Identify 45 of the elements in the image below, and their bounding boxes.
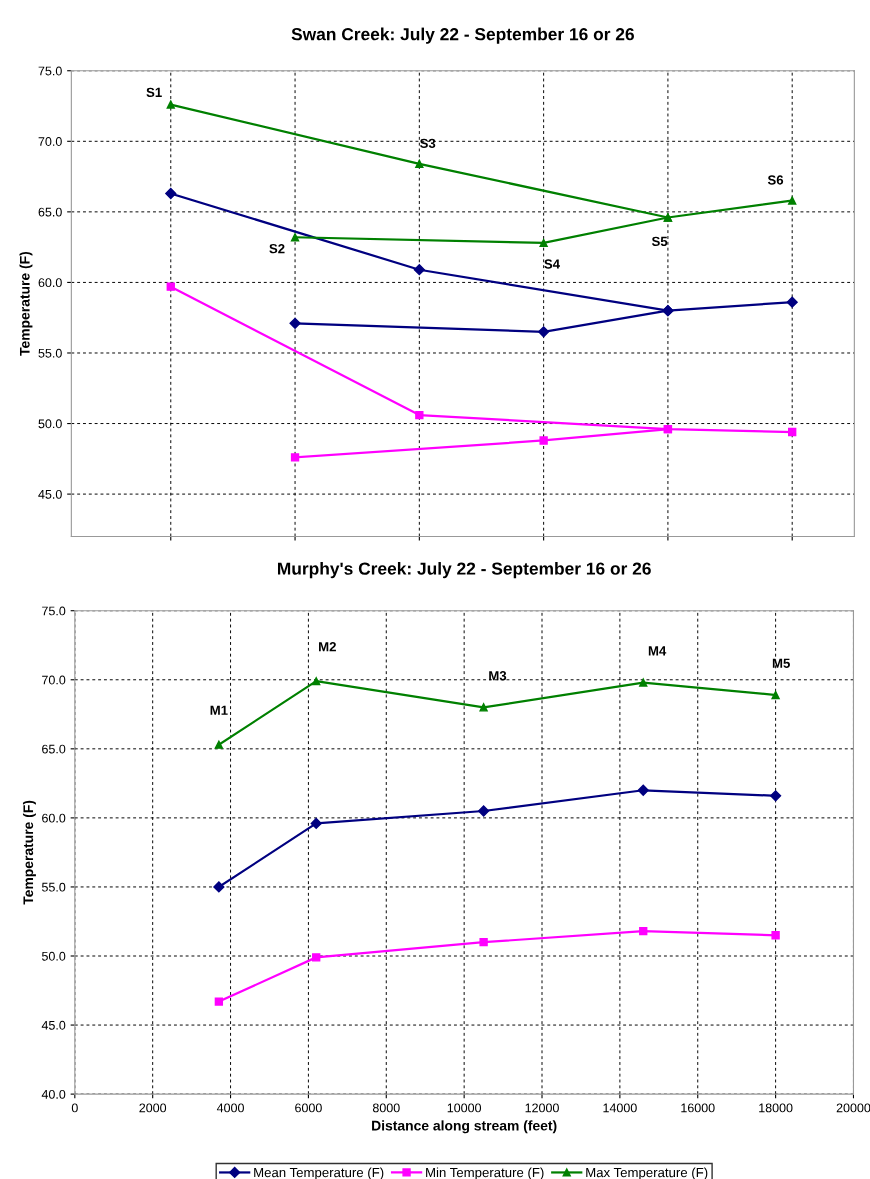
chart-title: Murphy's Creek: July 22 - September 16 or 26: [277, 562, 651, 579]
y-tick-label: 45.0: [41, 1020, 66, 1030]
annotation: S6: [767, 175, 784, 185]
y-tick-label: 55.0: [38, 348, 62, 358]
x-tick-label: 2000: [139, 1103, 167, 1113]
y-tick-label: 60.0: [38, 278, 62, 288]
annotation: S3: [419, 138, 436, 148]
annotation: S1: [146, 87, 162, 98]
x-axis-title: Distance along stream (feet): [372, 1120, 557, 1134]
x-tick-label: 4000: [216, 1103, 244, 1113]
x-tick-label: 8000: [372, 1103, 400, 1113]
annotation: M4: [648, 646, 667, 656]
y-tick-label: 50.0: [41, 951, 66, 961]
legend-label: Min Temperature (F): [426, 1167, 544, 1179]
y-tick-label: 40.0: [41, 1089, 66, 1099]
y-tick-label: 65.0: [38, 207, 62, 217]
annotation: M1: [210, 705, 228, 715]
legend-label: Mean Temperature (F): [254, 1167, 384, 1179]
annotation: M2: [319, 642, 336, 652]
chart-title: Swan Creek: July 22 - September 16 or 26: [291, 27, 634, 44]
y-tick-label: 75.0: [38, 66, 62, 76]
x-tick-label: 6000: [295, 1103, 322, 1113]
x-tick-label: 10000: [447, 1103, 482, 1113]
x-tick-label: 20000: [836, 1103, 870, 1113]
y-tick-label: 45.0: [38, 489, 62, 499]
x-tick-label: 18000: [759, 1103, 793, 1113]
y-tick-label: 50.0: [38, 419, 62, 429]
x-tick-label: 16000: [681, 1103, 715, 1113]
annotation: S5: [651, 236, 668, 247]
y-axis-title: Temperature (F): [22, 800, 36, 905]
legend-label: Max Temperature (F): [586, 1167, 708, 1179]
annotation: S2: [269, 243, 285, 254]
y-tick-label: 70.0: [42, 675, 66, 685]
y-tick-label: 65.0: [42, 744, 66, 754]
y-axis-title: Temperature (F): [19, 251, 33, 356]
annotation: M3: [489, 671, 507, 681]
y-tick-label: 75.0: [42, 606, 66, 616]
y-tick-label: 60.0: [42, 813, 66, 823]
x-tick-label: 14000: [603, 1103, 637, 1113]
y-tick-label: 70.0: [38, 137, 62, 146]
annotation: S4: [544, 259, 560, 269]
annotation: M5: [772, 658, 790, 668]
x-tick-label: 0: [71, 1103, 78, 1113]
y-tick-label: 55.0: [41, 882, 66, 892]
x-tick-label: 12000: [525, 1103, 559, 1113]
